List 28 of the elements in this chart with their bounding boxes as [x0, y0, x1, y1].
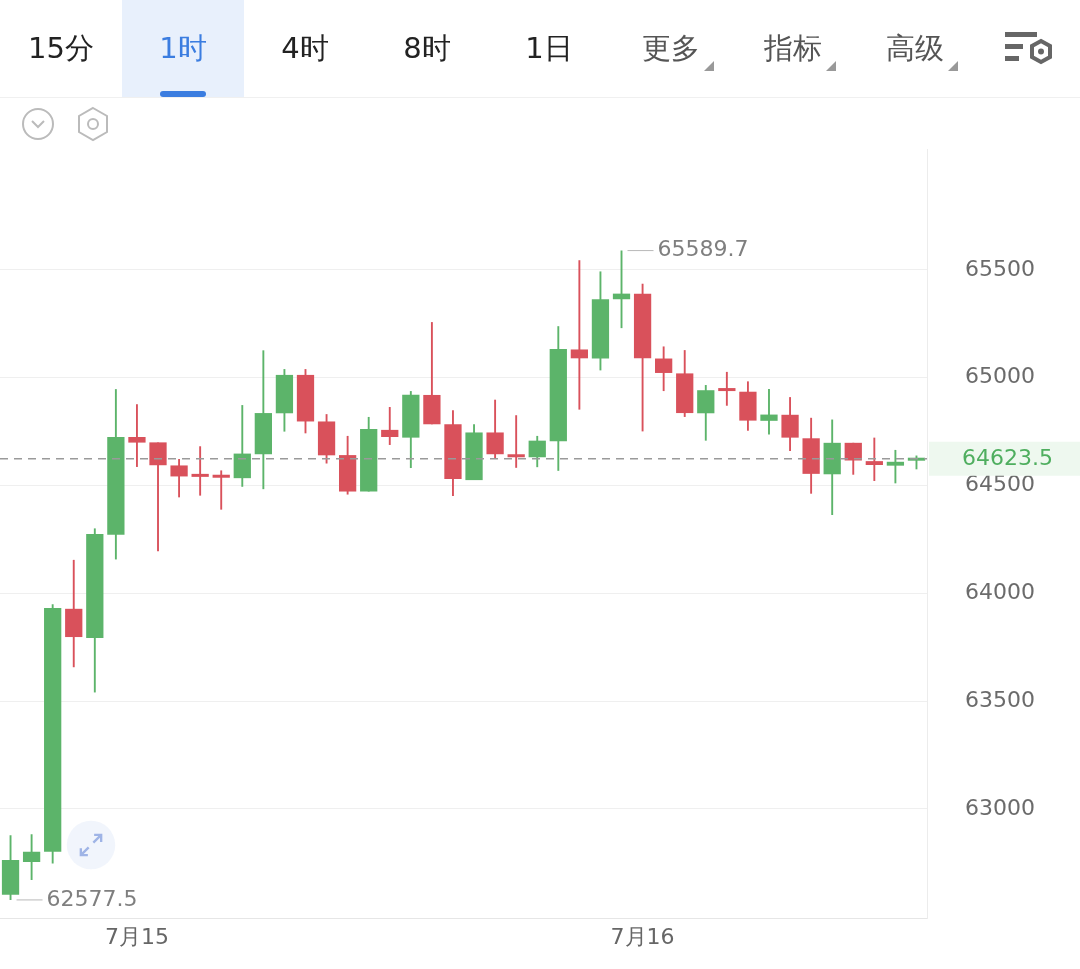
- text: 1日: [525, 29, 573, 67]
- text: 4时: [281, 29, 329, 67]
- text: 高级: [886, 29, 944, 67]
- candlestick: [760, 388, 778, 435]
- candlestick: [128, 404, 146, 467]
- y-tick-label: 63500: [965, 686, 1035, 712]
- candlestick: [191, 446, 209, 496]
- y-tick-label: 65500: [965, 255, 1035, 281]
- candlestick: [718, 371, 736, 406]
- x-tick-label: 7月15: [104, 923, 169, 949]
- text: 8时: [403, 29, 451, 67]
- y-tick-label: 65000: [965, 363, 1035, 389]
- candlestick: [570, 260, 589, 410]
- candlestick: [865, 437, 883, 481]
- candlestick: [507, 415, 525, 468]
- y-tick-label: 63000: [965, 794, 1035, 820]
- text: 更多: [642, 29, 700, 67]
- candlestick: [886, 449, 905, 484]
- candlestick: [212, 470, 230, 510]
- annotation: 62577.5: [46, 885, 138, 911]
- y-tick-label: 64500: [965, 471, 1035, 497]
- y-tick-label: 64000: [965, 579, 1035, 604]
- text: 1时: [159, 29, 207, 67]
- x-tick-label: 7月16: [610, 923, 675, 949]
- ref-line-label: 64623.5: [962, 444, 1053, 470]
- text: 指标: [764, 29, 822, 67]
- text: 15分: [28, 29, 94, 67]
- annotation: 65589.7: [657, 236, 749, 262]
